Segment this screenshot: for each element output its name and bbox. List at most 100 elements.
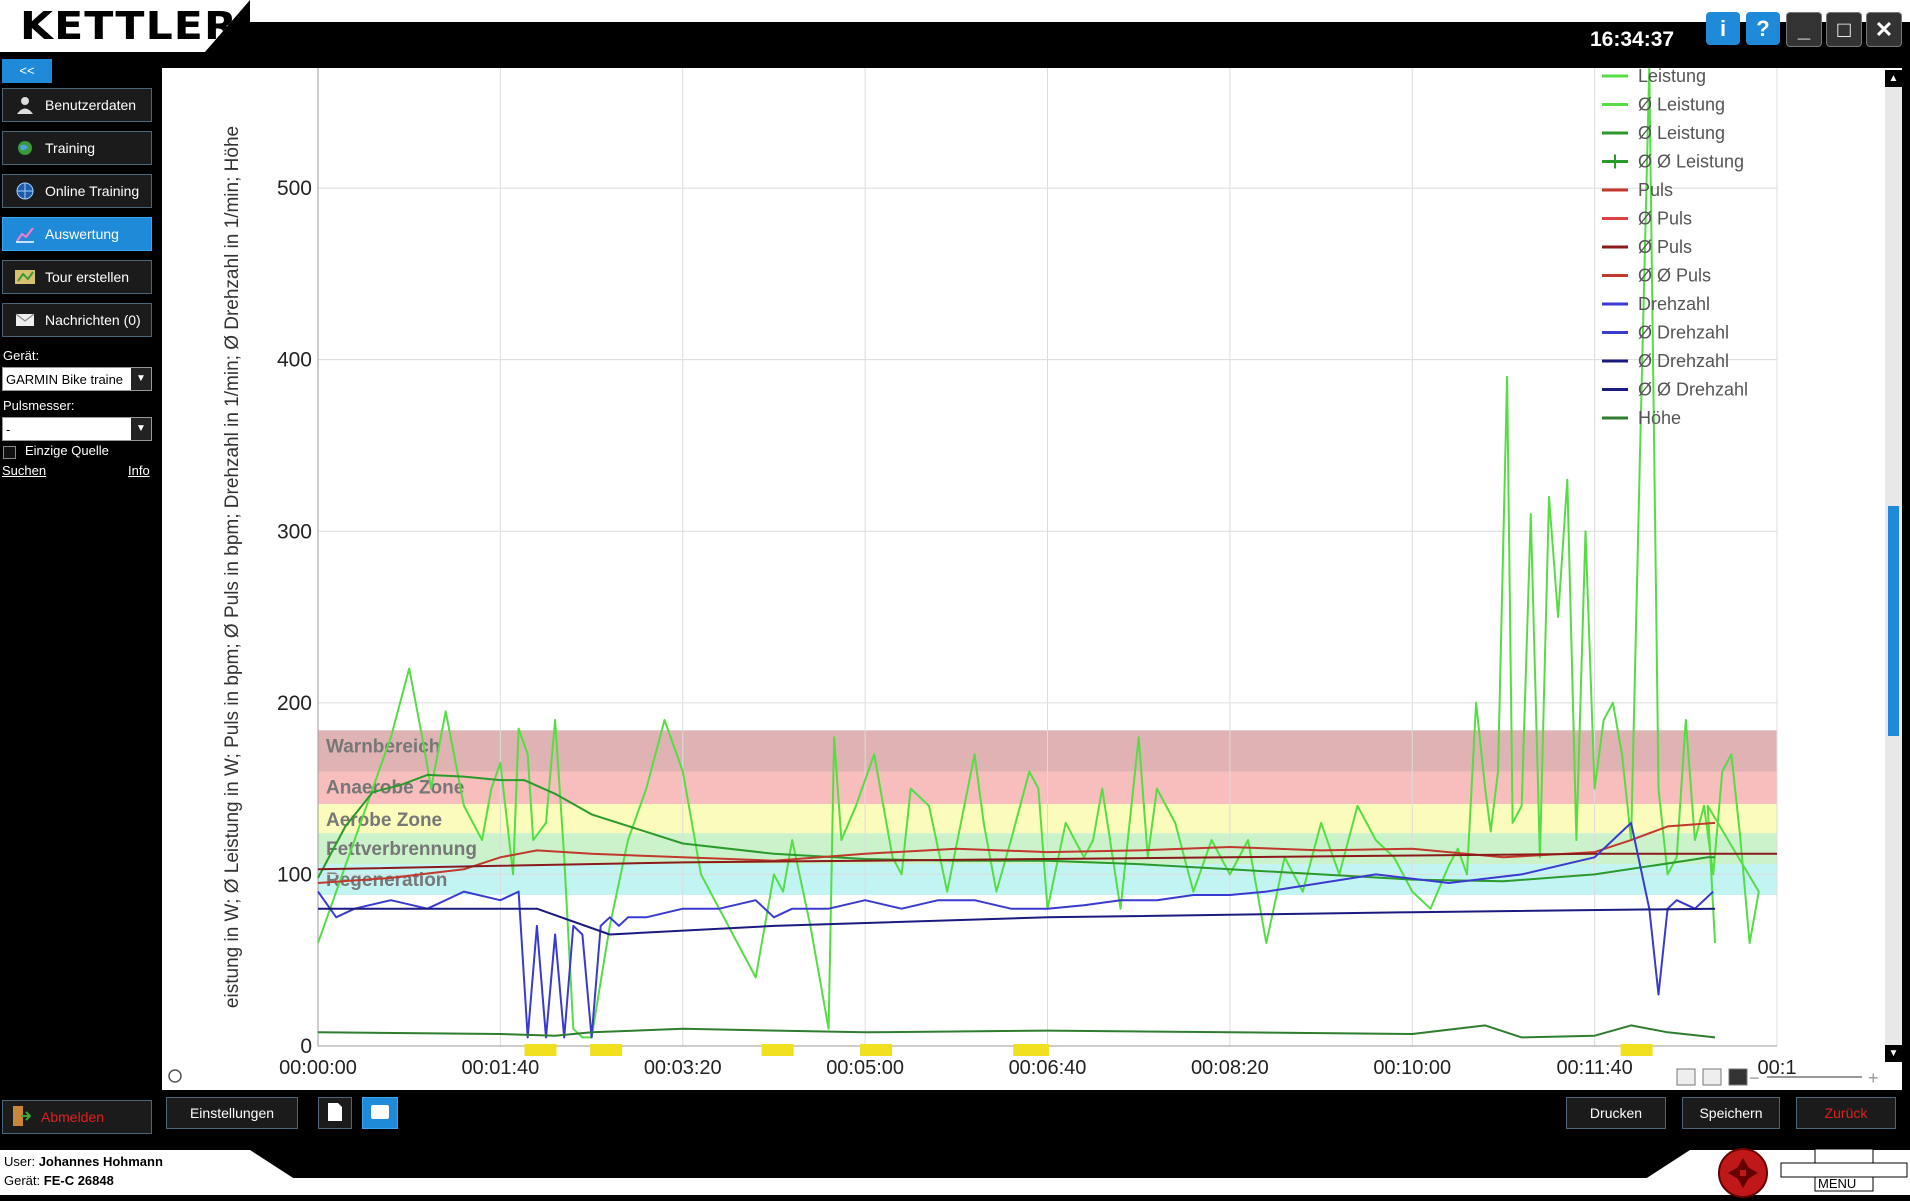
- zone-label: Fettverbrennung: [326, 839, 477, 860]
- sidebar-item-label: Training: [45, 140, 96, 156]
- door-exit-icon: [11, 1105, 35, 1130]
- legend-label: Ø Leistung: [1638, 95, 1725, 115]
- chevron-down-icon[interactable]: ▼: [131, 368, 151, 390]
- x-tick-label: 00:05:00: [826, 1057, 904, 1079]
- heart-rate-monitor-value: -: [6, 422, 11, 437]
- page-view-button[interactable]: [362, 1097, 398, 1129]
- menu-button[interactable]: MENU: [1780, 1148, 1908, 1192]
- mail-icon: [13, 310, 37, 330]
- legend-label: Drehzahl: [1638, 294, 1710, 314]
- sidebar-item-nachrichten[interactable]: Nachrichten (0): [2, 303, 152, 337]
- x-tick-label: 00:03:20: [644, 1057, 722, 1079]
- legend-label: Leistung: [1638, 68, 1706, 86]
- view-mode-icon[interactable]: [1702, 1068, 1722, 1086]
- sidebar-item-label: Auswertung: [45, 226, 119, 242]
- zone-label: Warnbereich: [326, 736, 440, 757]
- sidebar-item-label: Tour erstellen: [45, 269, 130, 285]
- sidebar-item-training[interactable]: Training: [2, 131, 152, 165]
- y-tick-label: 100: [277, 863, 312, 886]
- help-button[interactable]: ?: [1746, 12, 1780, 45]
- settings-button[interactable]: Einstellungen: [166, 1097, 298, 1129]
- single-source-label: Einzige Quelle: [25, 443, 109, 458]
- user-info: User: Johannes Hohmann: [4, 1154, 163, 1169]
- legend-label: Ø Puls: [1638, 209, 1692, 229]
- minimize-button[interactable]: _: [1786, 12, 1822, 47]
- user-label: User:: [4, 1154, 36, 1169]
- clock: 16:34:37: [1590, 28, 1675, 51]
- view-mode-icon[interactable]: [1728, 1068, 1748, 1086]
- scroll-down-icon[interactable]: ▼: [1885, 1045, 1902, 1062]
- single-source-checkbox[interactable]: [3, 446, 16, 459]
- legend-label: Ø Drehzahl: [1638, 323, 1729, 343]
- map-icon: [13, 267, 37, 287]
- maximize-button[interactable]: □: [1826, 12, 1862, 47]
- sidebar-item-auswertung[interactable]: Auswertung: [2, 217, 152, 251]
- heart-rate-monitor-select[interactable]: - ▼: [2, 417, 152, 441]
- status-bar-accent: [250, 1150, 1690, 1178]
- logout-button[interactable]: Abmelden: [2, 1100, 152, 1134]
- legend-label: Höhe: [1638, 408, 1681, 428]
- sidebar-item-label: Benutzerdaten: [45, 97, 137, 113]
- zoom-in-icon[interactable]: +: [1868, 1068, 1879, 1088]
- search-link[interactable]: Suchen: [2, 463, 47, 478]
- scrollbar-thumb[interactable]: [1888, 506, 1899, 736]
- page-icon: [370, 1103, 390, 1124]
- document-icon: [327, 1102, 343, 1125]
- device-info-label: Gerät:: [4, 1173, 41, 1188]
- user-name: Johannes Hohmann: [38, 1154, 163, 1169]
- chevron-down-icon[interactable]: ▼: [131, 418, 151, 440]
- zoom-controls[interactable]: [1676, 1068, 1862, 1086]
- device-select[interactable]: GARMIN Bike traine ▼: [2, 367, 152, 391]
- scroll-up-icon[interactable]: ▲: [1885, 70, 1902, 87]
- sidebar-item-benutzerdaten[interactable]: Benutzerdaten: [2, 88, 152, 122]
- user-icon: [13, 95, 37, 115]
- print-button[interactable]: Drucken: [1566, 1097, 1666, 1129]
- new-document-button[interactable]: [318, 1097, 352, 1129]
- device-info-name: FE-C 26848: [43, 1173, 114, 1188]
- zoom-out-icon[interactable]: −: [1749, 1068, 1760, 1088]
- title-bar-accent: [250, 0, 1910, 22]
- heart-rate-monitor-label: Pulsmesser:: [3, 398, 75, 413]
- zone-label: Anaerobe Zone: [326, 777, 464, 798]
- x-tick-label: 00:08:20: [1191, 1057, 1269, 1079]
- x-tick-label: 00:10:00: [1373, 1057, 1451, 1079]
- series-line: [317, 67, 1760, 1039]
- vertical-scrollbar[interactable]: ▲ ▼: [1885, 70, 1902, 1062]
- sidebar-item-tour-erstellen[interactable]: Tour erstellen: [2, 260, 152, 294]
- legend-label: Ø Leistung: [1638, 123, 1725, 143]
- event-marker: [761, 1044, 794, 1056]
- view-mode-icon[interactable]: [1676, 1068, 1696, 1086]
- close-button[interactable]: ✕: [1866, 12, 1902, 47]
- x-tick-label: 00:06:40: [1009, 1057, 1087, 1079]
- save-button[interactable]: Speichern: [1682, 1097, 1780, 1129]
- info-link[interactable]: Info: [128, 463, 150, 478]
- evaluation-chart[interactable]: Warnbereich Anaerobe Zone Aerobe Zone Fettv…: [162, 66, 1902, 1090]
- y-tick-label: 300: [277, 520, 312, 543]
- event-marker: [1016, 1044, 1049, 1056]
- device-label: Gerät:: [3, 348, 40, 363]
- x-tick-label: 00:00:00: [279, 1057, 357, 1079]
- y-tick-label: 0: [300, 1035, 312, 1058]
- back-button[interactable]: Zurück: [1796, 1097, 1896, 1129]
- collapse-sidebar-button[interactable]: <<: [2, 59, 52, 83]
- globe-network-icon: [13, 181, 37, 201]
- info-button[interactable]: i: [1706, 12, 1740, 45]
- menu-frame-icon: [1780, 1148, 1908, 1192]
- device-select-value: GARMIN Bike traine: [6, 372, 124, 387]
- legend-label: Ø Puls: [1638, 237, 1692, 257]
- series-line: [318, 907, 1716, 936]
- globe-icon: [13, 138, 37, 158]
- x-tick-label: 00:1: [1758, 1057, 1797, 1079]
- event-marker: [1620, 1044, 1653, 1056]
- kettler-control-icon[interactable]: [1718, 1148, 1768, 1198]
- event-marker: [524, 1044, 557, 1056]
- chart-panel: Warnbereich Anaerobe Zone Aerobe Zone Fettv…: [162, 66, 1902, 1090]
- evaluation-chart-icon: [13, 224, 37, 244]
- sidebar-item-label: Nachrichten (0): [45, 312, 141, 328]
- magnifier-icon[interactable]: [168, 1069, 182, 1083]
- legend-label: Ø Ø Puls: [1638, 266, 1711, 286]
- series-line: [317, 1024, 1716, 1039]
- sidebar-item-online-training[interactable]: Online Training: [2, 174, 152, 208]
- series-line: [317, 852, 1777, 871]
- event-marker: [590, 1044, 623, 1056]
